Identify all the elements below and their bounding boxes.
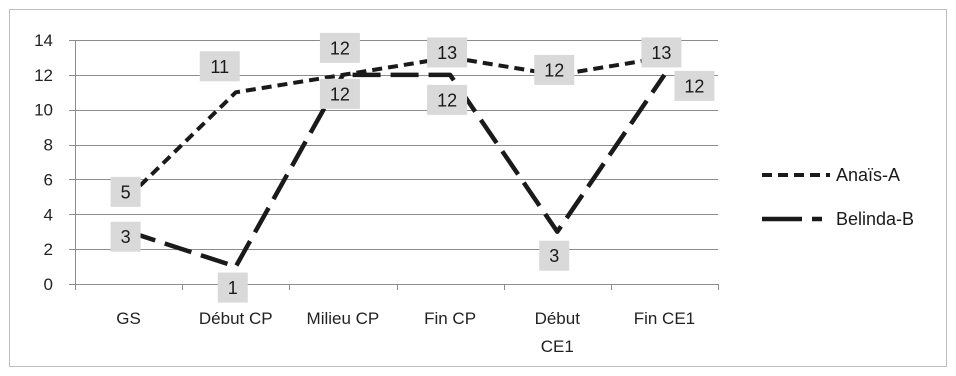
legend: Anaïs-A Belinda-B [762, 165, 914, 229]
data-label: 13 [427, 37, 468, 68]
data-label-text: 12 [544, 60, 564, 80]
data-label-box [427, 84, 468, 115]
data-label-text: 12 [330, 84, 350, 104]
data-label-box [534, 54, 575, 85]
series-line-2 [127, 72, 667, 269]
data-label: 13 [641, 37, 682, 68]
data-label: 11 [199, 51, 240, 82]
y-tick-label: 12 [34, 66, 53, 85]
data-label-text: 12 [437, 90, 457, 110]
data-label-box [427, 37, 468, 68]
data-label-box [539, 240, 570, 271]
legend-label: Anaïs-A [836, 165, 900, 185]
y-tick-label: 10 [34, 101, 53, 120]
chart-frame [9, 9, 947, 367]
data-label-text: 11 [210, 57, 229, 77]
legend-label: Belinda-B [836, 209, 914, 229]
y-tick-label: 0 [44, 275, 53, 294]
data-labels: 5 11 12 13 12 13 3 1 12 12 3 12 [110, 32, 715, 303]
data-label: 3 [110, 221, 141, 252]
y-tick-label: 8 [44, 136, 53, 155]
data-label-text: 13 [651, 43, 671, 63]
data-label-box [199, 51, 240, 82]
data-label-box [674, 70, 715, 101]
data-label: 12 [674, 70, 715, 101]
x-tick-label: Fin CE1 [634, 309, 695, 328]
data-label: 12 [319, 78, 360, 109]
y-tick-label: 14 [34, 31, 53, 50]
data-label-box [217, 272, 248, 303]
data-label-box [319, 32, 360, 63]
y-tick-label: 2 [44, 240, 53, 259]
x-axis-ticks: GS Début CP Milieu CP Fin CP Début CE1 Fin CE1 [75, 284, 719, 356]
x-tick-label: GS [116, 309, 141, 328]
x-tick-label: Début CE1 [535, 309, 581, 356]
data-label-text: 12 [330, 38, 350, 58]
data-label-text: 3 [549, 246, 559, 266]
data-label-text: 1 [228, 278, 238, 298]
x-tick-label: Début CP [199, 309, 273, 328]
data-label: 12 [319, 32, 360, 63]
y-axis-ticks: 0 2 4 6 8 10 12 14 [34, 31, 75, 294]
data-label-text: 12 [684, 76, 704, 96]
x-tick-label: Fin CP [424, 309, 476, 328]
data-label-box [319, 78, 360, 109]
x-tick-label: Milieu CP [307, 309, 380, 328]
data-label-text: 3 [121, 227, 131, 247]
series-line-1 [127, 55, 665, 199]
data-label: 5 [110, 176, 141, 207]
data-label: 3 [539, 240, 570, 271]
data-label-text: 5 [121, 182, 131, 202]
legend-item-1: Anaïs-A [762, 165, 900, 185]
data-label-box [641, 37, 682, 68]
data-label-box [110, 176, 141, 207]
data-label: 12 [534, 54, 575, 85]
y-tick-label: 4 [44, 205, 53, 224]
data-label: 12 [427, 84, 468, 115]
data-label-text: 13 [437, 43, 457, 63]
data-label: 1 [217, 272, 248, 303]
data-label-box [110, 221, 141, 252]
y-tick-label: 6 [44, 170, 53, 189]
series-lines [127, 55, 667, 269]
legend-item-2: Belinda-B [762, 209, 914, 229]
